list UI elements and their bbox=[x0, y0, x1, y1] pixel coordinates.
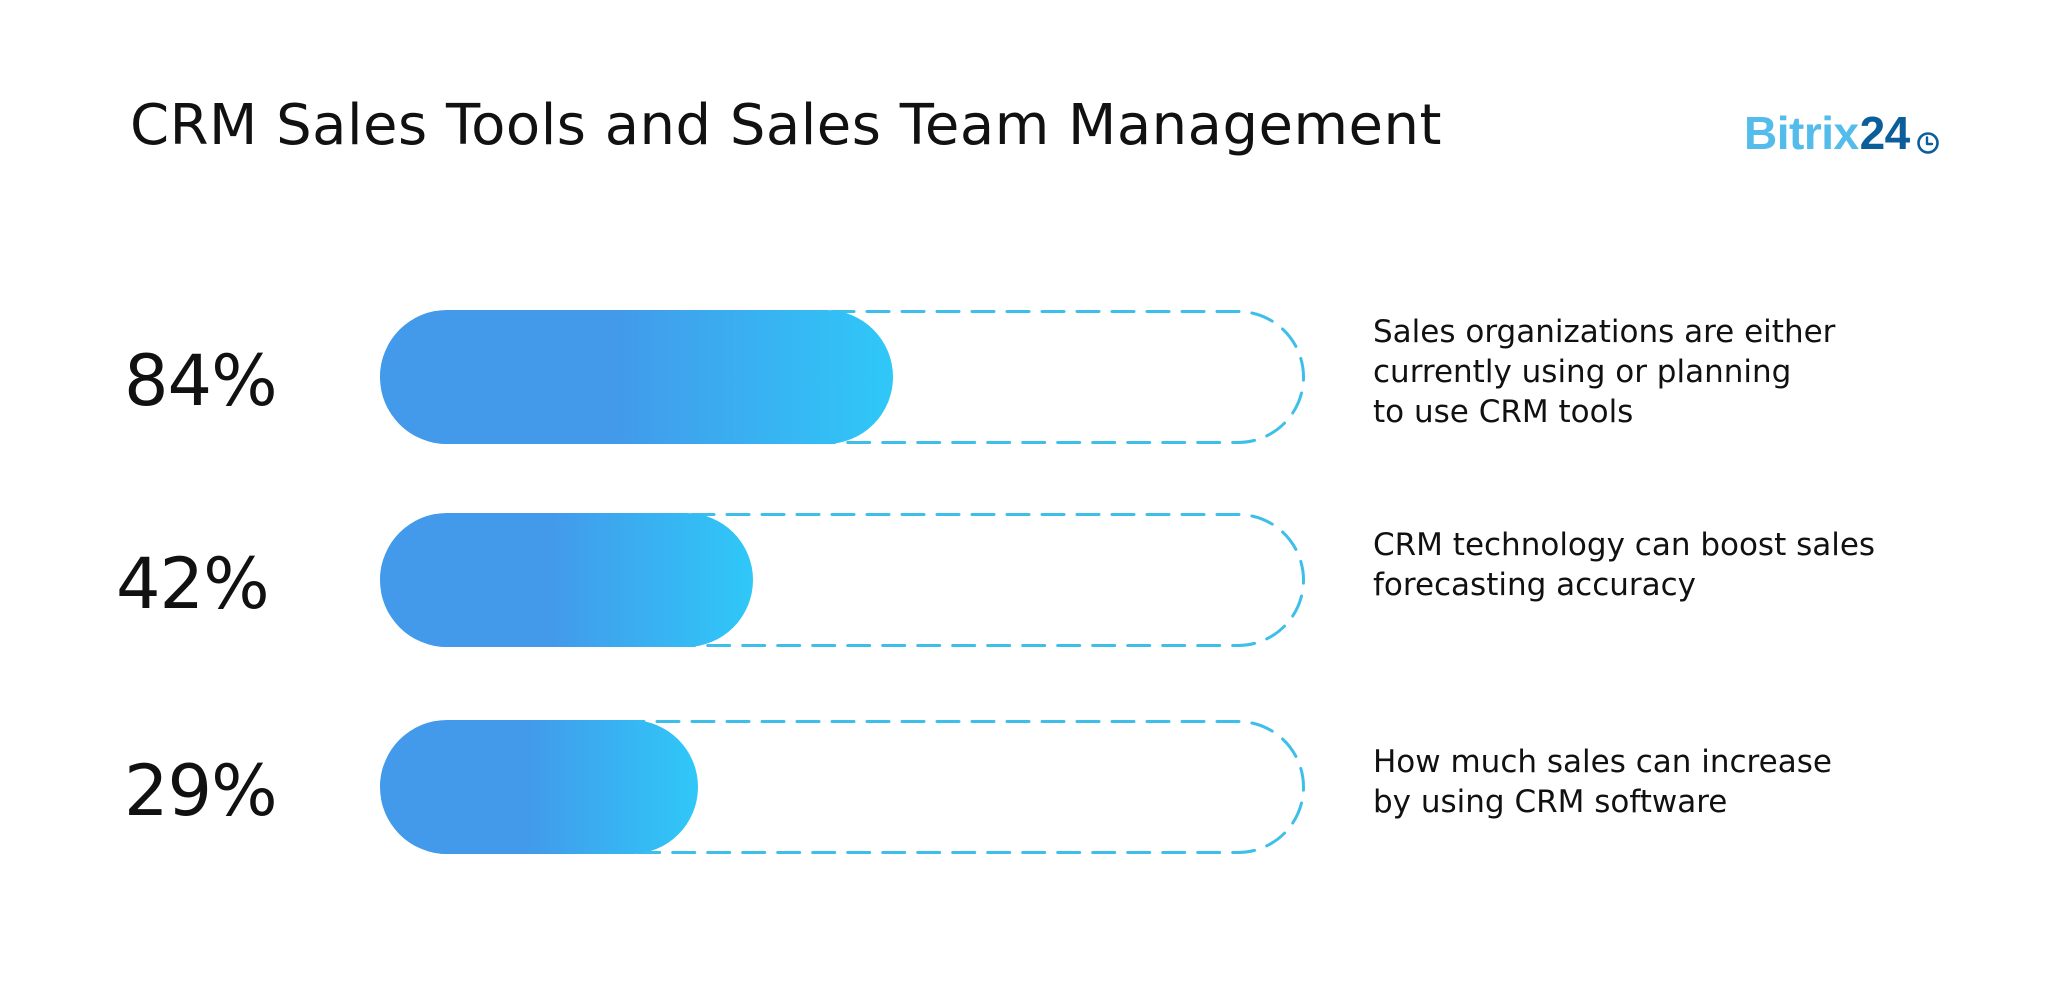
clock-icon bbox=[1916, 116, 1940, 154]
stat-value: 84% bbox=[124, 340, 278, 422]
progress-fill bbox=[380, 513, 753, 647]
stat-caption: Sales organizations are either currently… bbox=[1373, 312, 1835, 432]
stat-row-3: 29% How much sales can increase by using… bbox=[0, 720, 2048, 854]
logo-text-bitrix: Bitrix bbox=[1744, 107, 1859, 159]
caption-line: currently using or planning bbox=[1373, 354, 1792, 390]
caption-line: CRM technology can boost sales bbox=[1373, 527, 1876, 563]
progress-track bbox=[380, 720, 1305, 854]
stat-row-1: 84% Sales organizations are either curre… bbox=[0, 310, 2048, 444]
caption-line: by using CRM software bbox=[1373, 784, 1728, 820]
stat-row-2: 42% CRM technology can boost sales forec… bbox=[0, 513, 2048, 647]
page-title: CRM Sales Tools and Sales Team Managemen… bbox=[130, 93, 1442, 158]
progress-track bbox=[380, 513, 1305, 647]
caption-line: How much sales can increase bbox=[1373, 744, 1832, 780]
logo-text-24: 24 bbox=[1859, 107, 1911, 159]
progress-fill bbox=[380, 720, 698, 854]
caption-line: to use CRM tools bbox=[1373, 394, 1634, 430]
stat-caption: CRM technology can boost sales forecasti… bbox=[1373, 525, 1875, 605]
stat-value: 42% bbox=[116, 543, 270, 625]
progress-fill bbox=[380, 310, 893, 444]
stat-caption: How much sales can increase by using CRM… bbox=[1373, 742, 1832, 822]
stat-value: 29% bbox=[124, 750, 278, 832]
caption-line: forecasting accuracy bbox=[1373, 567, 1697, 603]
caption-line: Sales organizations are either bbox=[1373, 314, 1836, 350]
progress-track bbox=[380, 310, 1305, 444]
bitrix24-logo: Bitrix 24 bbox=[1744, 108, 1940, 158]
